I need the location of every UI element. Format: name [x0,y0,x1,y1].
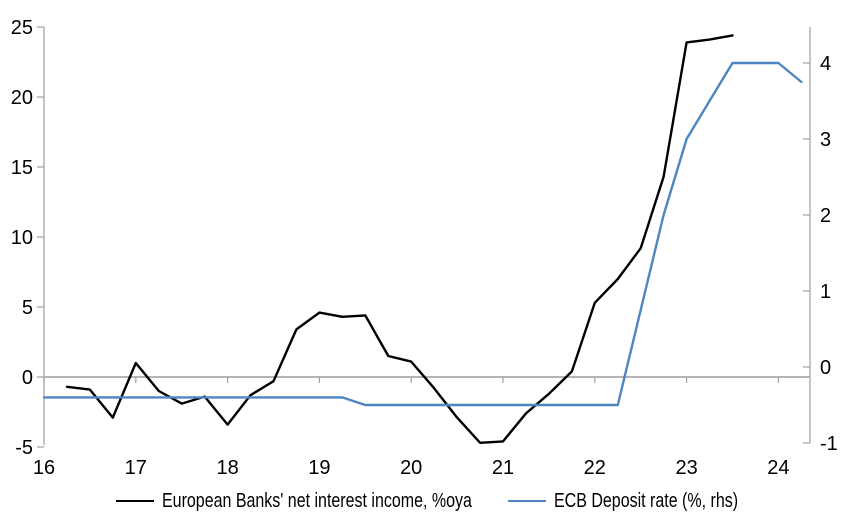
right-tick-label: 2 [820,205,831,227]
left-tick-label: 0 [22,367,33,389]
left-tick-label: 5 [22,297,33,319]
x-tick-label: 20 [400,457,422,479]
x-tick-label: 16 [33,457,55,479]
left-tick-label: -5 [15,437,33,459]
x-tick-label: 21 [492,457,514,479]
right-tick-label: 1 [820,281,831,303]
right-tick-label: 4 [820,53,831,75]
left-tick-label: 15 [11,157,33,179]
left-tick-label: 10 [11,227,33,249]
right-tick-label: 0 [820,357,831,379]
ecb-line-swatch [508,500,546,502]
x-tick-label: 23 [675,457,697,479]
legend-item-nii: European Banks' net interest income, %oy… [116,489,549,512]
left-tick-label: 25 [11,17,33,39]
x-tick-label: 17 [125,457,147,479]
ecb-legend-label: ECB Deposit rate (%, rhs) [554,489,739,512]
right-tick-label: -1 [820,433,838,455]
legend-item-ecb: ECB Deposit rate (%, rhs) [508,489,784,512]
right-tick-label: 3 [820,129,831,151]
x-tick-label: 19 [308,457,330,479]
x-tick-label: 22 [584,457,606,479]
ecb-line [42,61,803,407]
nii-line-swatch [116,500,154,502]
nii-legend-label: European Banks' net interest income, %oy… [162,489,472,512]
left-tick-label: 20 [11,87,33,109]
nii-line [65,34,734,444]
x-tick-label: 18 [216,457,238,479]
x-tick-label: 24 [767,457,789,479]
